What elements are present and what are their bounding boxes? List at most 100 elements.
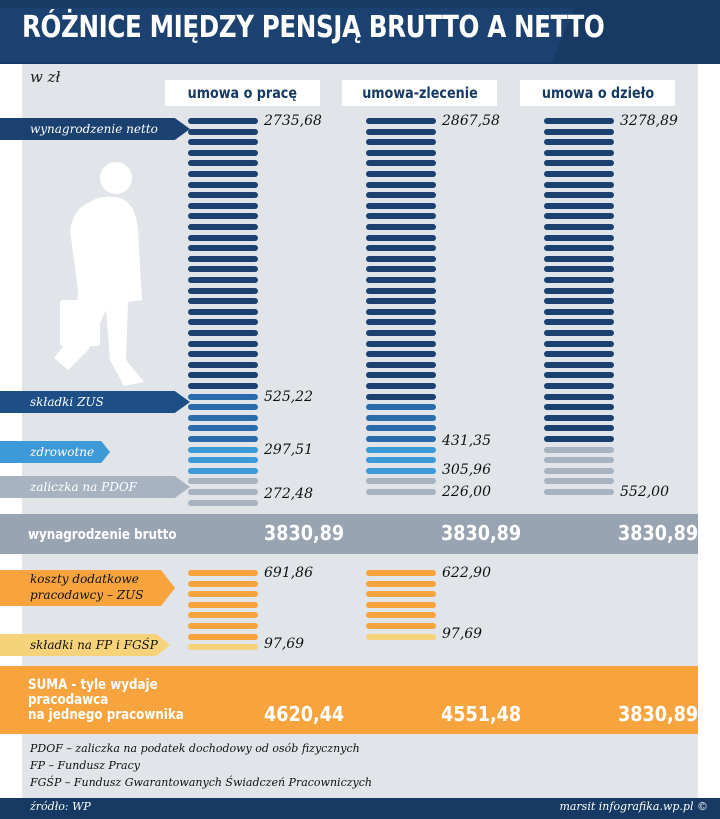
bar-segment-netto-3 [544,340,614,347]
bar-segment-netto-2 [366,213,436,220]
value-label-netto-2: 2867,58 [442,113,500,129]
source-label: źródło: WP [30,800,91,813]
bar-segment-pdof-3 [544,457,614,464]
bar-segment-netto-2 [366,266,436,273]
bar-segment-netto-1 [188,383,258,389]
bar-segment-koszty-2 [366,580,436,587]
value-label-koszty-2: 622,90 [442,565,491,581]
suma-label-line-2: pracodawca [28,692,109,708]
footnote-fp: FP – Fundusz Pracy [30,759,140,772]
brutto-value-1: 3830,89 [264,521,345,545]
bar-segment-netto-3 [544,224,614,230]
bar-segment-zdrowotne-2 [366,446,436,453]
tag-zdrowotne: zdrowotne [0,441,110,463]
tag-fp: składki na FP i FGŚP [0,634,170,656]
bar-segment-zus-1 [188,393,258,400]
bar-segment-netto-2 [366,393,436,400]
value-label-netto-3: 3278,89 [620,113,678,129]
bar-segment-netto-1 [188,308,258,315]
tag-koszty: koszty dodatkowe pracodawcy – ZUS [0,570,175,606]
bar-segment-netto-3 [544,319,614,326]
bar-segment-netto-1 [188,160,258,167]
bar-segment-netto-3 [544,361,614,368]
bar-segment-zus-1 [188,425,258,432]
bar-segment-koszty-2 [366,612,436,619]
bar-segment-netto-3 [544,128,614,135]
footnote-pdof: PDOF – zaliczka na podatek dochodowy od … [30,742,360,755]
brutto-value-2: 3830,89 [441,521,522,545]
tag-pdof: zaliczka na PDOF [0,476,190,498]
bar-segment-netto-1 [188,287,258,294]
bar-segment-zdrowotne-1 [188,457,258,464]
bar-segment-netto-1 [188,245,258,252]
bar-segment-netto-3 [544,393,614,400]
bar-segment-netto-2 [366,128,436,135]
bar-segment-netto-1 [188,330,258,336]
bar-segment-netto-3 [544,160,614,167]
bar-segment-pdof-2 [366,478,436,485]
value-label-pdof-1: 272,48 [264,486,313,502]
bar-segment-netto-2 [366,245,436,252]
tag-zus: składki ZUS [0,391,190,413]
bar-segment-netto-2 [366,192,436,199]
bar-segment-netto-3 [544,213,614,220]
value-label-pdof-2: 226,00 [442,483,491,500]
bar-segment-netto-1 [188,298,258,305]
suma-value-2: 4551,48 [441,702,522,726]
bar-segment-netto-3 [544,425,614,432]
bar-segment-zus-1 [188,414,258,421]
footnotes: PDOF – zaliczka na podatek dochodowy od … [30,740,372,791]
bar-segment-netto-2 [366,255,436,262]
bar-segment-netto-3 [544,351,614,358]
bar-segment-netto-1 [188,192,258,199]
bar-segment-netto-3 [544,181,614,188]
bar-segment-koszty-2 [366,570,436,576]
bar-segment-netto-3 [544,192,614,199]
bar-segment-koszty-2 [366,601,436,608]
bar-segment-netto-3 [544,266,614,273]
bar-segment-netto-1 [188,351,258,358]
bar-segment-netto-1 [188,277,258,283]
bar-segment-netto-3 [544,118,614,124]
bar-segment-zus-2 [366,425,436,432]
bar-segment-netto-1 [188,340,258,347]
column-header-umowa-o-prace: umowa o pracę [165,80,320,106]
suma-label-line-3: na jednego pracownika [28,707,184,723]
bar-segment-netto-2 [366,234,436,241]
bar-segment-netto-2 [366,277,436,283]
bar-segment-netto-2 [366,139,436,146]
bar-segment-zdrowotne-1 [188,446,258,453]
bar-segment-netto-3 [544,255,614,262]
bar-segment-netto-3 [544,171,614,177]
bar-segment-netto-3 [544,287,614,294]
bar-segment-zdrowotne-2 [366,467,436,474]
value-label-fp-1: 97,69 [264,636,305,653]
bar-segment-koszty-1 [188,591,258,598]
suma-value-3: 3830,89 [618,702,699,726]
bar-segment-netto-1 [188,266,258,273]
bar-segment-netto-2 [366,383,436,389]
value-label-netto-1: 2735,68 [264,113,322,129]
bar-segment-fp-1 [188,644,258,651]
bar-segment-netto-3 [544,298,614,305]
bar-segment-koszty-1 [188,623,258,629]
bar-segment-koszty-2 [366,623,436,629]
value-label-zus-1: 525,22 [264,388,313,405]
suma-value-1: 4620,44 [264,702,345,726]
bar-segment-netto-1 [188,118,258,124]
column-header-umowa-zlecenie: umowa-zlecenie [342,80,497,106]
bar-segment-netto-1 [188,234,258,241]
bar-segment-netto-1 [188,372,258,379]
bar-segment-koszty-1 [188,601,258,608]
bar-segment-netto-2 [366,149,436,156]
bar-segment-netto-3 [544,404,614,411]
value-label-koszty-1: 691,86 [264,565,313,581]
value-label-zdrowotne-1: 297,51 [264,441,313,458]
bar-segment-zus-1 [188,404,258,411]
tag-koszty-line-1: koszty dodatkowe [30,572,139,586]
bar-segment-netto-1 [188,224,258,230]
bar-segment-zdrowotne-1 [188,467,258,474]
bar-segment-netto-2 [366,287,436,294]
bar-segment-netto-2 [366,160,436,167]
bar-segment-netto-3 [544,277,614,283]
